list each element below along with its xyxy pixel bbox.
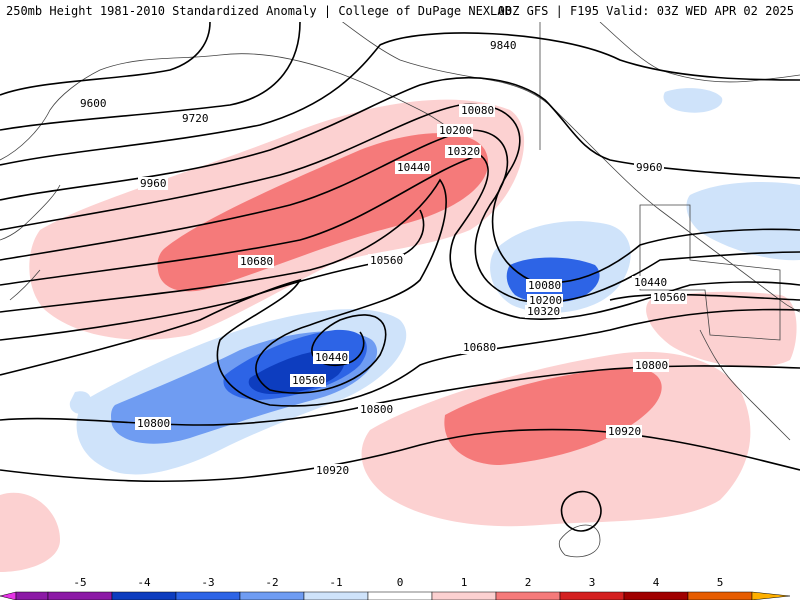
contour-9720: [0, 22, 301, 131]
colorbar-swatch: [431, 591, 497, 601]
label-9840: 9840: [490, 39, 517, 52]
colorbar-tick-label: 5: [716, 576, 724, 589]
label-9960-east: 9960: [636, 161, 663, 174]
label-10560-trough: 10560: [292, 374, 325, 387]
label-10560: 10560: [370, 254, 403, 267]
negative-anomaly-region-east: [686, 182, 800, 261]
label-10680-mid: 10680: [463, 341, 496, 354]
colorbar-tick-label: 2: [524, 576, 532, 589]
label-9600: 9600: [80, 97, 107, 110]
colorbar: -5 -4 -3 -2 -1 0 1 2 3 4 5: [0, 572, 800, 601]
colorbar-tick-label: -3: [201, 576, 215, 589]
colorbar-arrow-right: [751, 591, 791, 601]
colorbar-swatch: [623, 591, 689, 601]
negative-anomaly-region-north: [663, 88, 723, 113]
negative-anomaly-region-westcoast: [69, 391, 92, 414]
contour-10560: [0, 209, 800, 341]
colorbar-tick-label: 1: [460, 576, 468, 589]
contour-closed-high: [560, 490, 602, 532]
contour-10200: [0, 129, 800, 304]
colorbar-tick-label: 3: [588, 576, 596, 589]
colorbar-tick-label: 4: [652, 576, 660, 589]
label-10920-west: 10920: [316, 464, 349, 477]
label-10560-east: 10560: [653, 291, 686, 304]
contour-labels: 9600 9720 9840 9960 9960 10080 10080 102…: [78, 39, 687, 477]
colorbar-swatches: [0, 591, 791, 601]
map-header: 250mb Height 1981-2010 Standardized Anom…: [0, 0, 800, 22]
positive-anomaly-core-south: [444, 368, 662, 465]
positive-anomaly-region-southwest: [0, 492, 60, 572]
label-9720: 9720: [182, 112, 209, 125]
colorbar-tick-label: -1: [329, 576, 343, 589]
contour-9600: [0, 22, 211, 96]
label-10920-east: 10920: [608, 425, 641, 438]
label-10080-low: 10080: [528, 279, 561, 292]
colorbar-swatch: [303, 591, 369, 601]
anomaly-map: 9600 9720 9840 9960 9960 10080 10080 102…: [0, 22, 800, 572]
label-10320: 10320: [447, 145, 480, 158]
colorbar-swatch: [559, 591, 625, 601]
colorbar-tick-label: -4: [137, 576, 151, 589]
contour-10920: [0, 428, 800, 483]
colorbar-tick-label: -5: [73, 576, 87, 589]
colorbar-swatch: [175, 591, 241, 601]
contour-9840: [0, 32, 800, 166]
contour-10080: [0, 103, 800, 284]
label-10320-low: 10320: [527, 305, 560, 318]
label-10800-mid: 10800: [360, 403, 393, 416]
colorbar-swatch: [111, 591, 177, 601]
label-10800-east: 10800: [635, 359, 668, 372]
label-10200: 10200: [439, 124, 472, 137]
colorbar-swatch: [367, 591, 433, 601]
label-10440-east: 10440: [634, 276, 667, 289]
label-10080: 10080: [461, 104, 494, 117]
label-10680: 10680: [240, 255, 273, 268]
map-title: 250mb Height 1981-2010 Standardized Anom…: [6, 4, 512, 18]
label-9960: 9960: [140, 177, 167, 190]
coastlines: [0, 22, 800, 558]
colorbar-arrow-left: [0, 591, 17, 601]
colorbar-tick-label: 0: [396, 576, 404, 589]
contour-10680: [0, 278, 800, 407]
colorbar-swatch: [495, 591, 561, 601]
model-run-info: 00Z GFS | F195 Valid: 03Z WED APR 02 202…: [497, 4, 794, 18]
colorbar-swatch: [15, 591, 49, 601]
label-10440: 10440: [397, 161, 430, 174]
contour-10320: [0, 154, 800, 320]
label-10440-trough: 10440: [315, 351, 348, 364]
colorbar-swatch: [687, 591, 753, 601]
contour-10440: [0, 178, 447, 394]
positive-anomaly-region-east: [646, 291, 797, 368]
colorbar-tick-label: -2: [265, 576, 279, 589]
label-10200-low: 10200: [529, 294, 562, 307]
colorbar-swatch: [47, 591, 113, 601]
colorbar-swatch: [239, 591, 305, 601]
label-10800-west: 10800: [137, 417, 170, 430]
